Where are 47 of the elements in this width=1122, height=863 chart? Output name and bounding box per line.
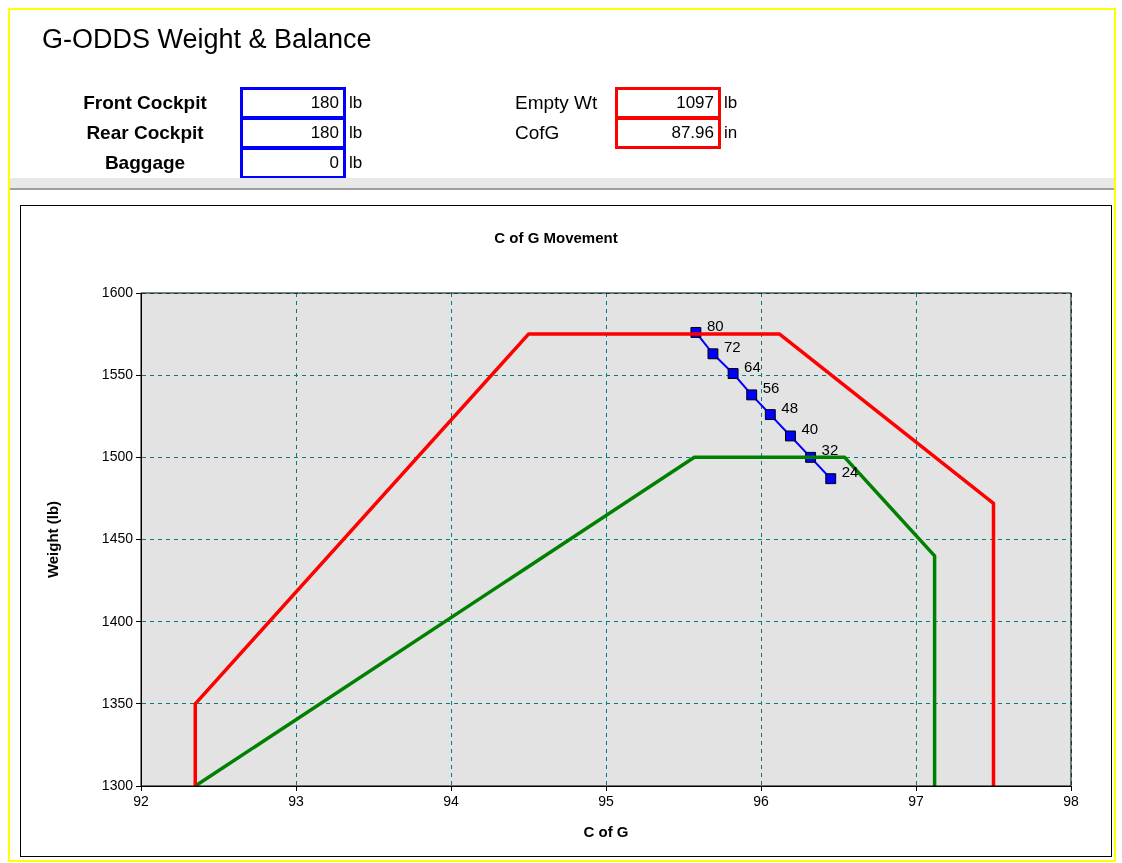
- x-axis-title: C of G: [583, 823, 629, 841]
- text: lb: [724, 93, 738, 113]
- point: [825, 473, 837, 485]
- annotation: 80: [706, 316, 724, 334]
- text: lb: [349, 123, 363, 143]
- point: [746, 389, 758, 401]
- x-tick-label: 93: [288, 793, 304, 810]
- text: Baggage: [103, 152, 187, 174]
- x-tick-label: 98: [1063, 793, 1079, 810]
- chart-subtitle: C of G Movement: [494, 229, 618, 247]
- annotation: 40: [801, 420, 819, 438]
- annotation: 32: [821, 441, 839, 459]
- point: [707, 348, 719, 360]
- annotation: 64: [744, 357, 761, 375]
- y-tick-label: 1600: [101, 283, 134, 300]
- x-tick-label: 96: [753, 793, 769, 810]
- chart-title: G-ODDS Weight & Balance: [42, 24, 372, 55]
- x-tick-label: 92: [133, 793, 149, 810]
- annotation: 48: [781, 398, 798, 416]
- text: Empty Wt: [515, 92, 599, 114]
- text: 180: [240, 117, 346, 149]
- annotation: 24: [841, 462, 859, 480]
- y-tick-label: 1400: [101, 612, 134, 629]
- text: CofG: [515, 122, 561, 144]
- annotation: 72: [723, 337, 741, 355]
- x-tick-label: 97: [908, 793, 924, 810]
- y-tick-label: 1500: [101, 448, 134, 465]
- y-tick-label: 1550: [101, 366, 134, 383]
- text: Front Cockpit: [82, 92, 208, 114]
- y-tick-label: 1300: [101, 776, 134, 793]
- text: lb: [349, 153, 363, 173]
- text: 1097: [615, 87, 721, 119]
- text: 0: [240, 147, 346, 179]
- x-tick-label: 94: [443, 793, 459, 810]
- text: lb: [349, 93, 363, 113]
- annotation: 56: [762, 379, 780, 397]
- text: in: [724, 123, 738, 143]
- text: 180: [240, 87, 346, 119]
- text: 87.96: [615, 117, 721, 149]
- y-axis-title: Weight (lb): [44, 500, 62, 579]
- point: [727, 368, 739, 379]
- x-tick-label: 95: [598, 793, 614, 810]
- point: [764, 409, 776, 421]
- text: Rear Cockpit: [85, 122, 205, 144]
- point: [785, 430, 796, 442]
- y-tick-label: 1350: [101, 694, 134, 711]
- y-tick-label: 1450: [101, 530, 134, 547]
